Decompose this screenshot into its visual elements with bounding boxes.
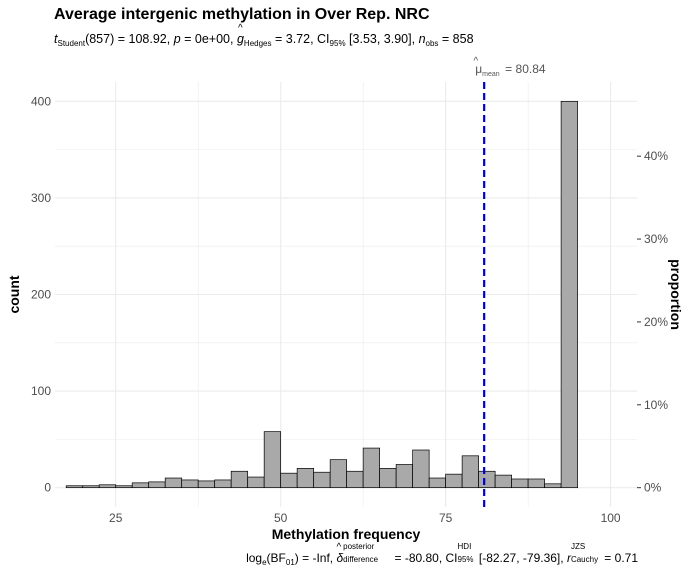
y2-tick-label: 40% [644, 149, 668, 163]
histogram-bar [494, 474, 512, 489]
r-value: = 0.71 [604, 551, 638, 565]
histogram-bar [346, 470, 364, 489]
histogram-bar [395, 464, 413, 489]
y2-axis-title: proportion [668, 259, 684, 330]
histogram-bar [560, 100, 578, 489]
y-tick-label: 400 [31, 94, 51, 108]
effect-symbol: g [236, 32, 244, 46]
histogram-bar [148, 481, 166, 489]
y-axis-title: count [6, 275, 22, 313]
histogram-bar [164, 477, 183, 489]
stat-subscript: Student [57, 39, 86, 48]
y2-tick-label: 0% [644, 481, 662, 495]
ci-value: [-82.27, -79.36], [478, 551, 564, 565]
effect-size: ^ g [236, 23, 244, 46]
histogram-bar [263, 431, 282, 489]
x-tick-label: 100 [601, 511, 621, 525]
ci-superscript: HDI [457, 542, 472, 551]
histogram-bar [65, 485, 84, 489]
histogram-bar [379, 468, 397, 489]
stat-symbol: t [54, 32, 58, 46]
axis-layer: 25 50 75 100 0 100 200 300 400 0% 10% 20% 30% 40% Meth… [6, 94, 684, 542]
hat-icon: ^ [473, 56, 478, 67]
histogram-bar [329, 459, 348, 489]
delta-estimate: ^ δ [336, 542, 344, 565]
y2-tick-label: 20% [644, 315, 668, 329]
histogram-bar [445, 473, 463, 489]
bf-subscript-2: 01 [285, 558, 295, 567]
x-axis-title: Methylation frequency [272, 526, 421, 542]
x-tick-label: 50 [274, 511, 288, 525]
x-tick-label: 75 [439, 511, 453, 525]
histogram-bar [362, 447, 381, 489]
y2-tick-label: 10% [644, 398, 668, 412]
n-subscript: obs [425, 39, 439, 48]
effect-subscript: Hedges [243, 39, 272, 48]
histogram-bar [230, 470, 249, 489]
histogram-bar [313, 471, 331, 489]
delta-symbol: δ [336, 551, 344, 565]
n-symbol: n [418, 32, 426, 46]
bars-layer [65, 100, 578, 489]
delta-subscript: difference [343, 555, 379, 564]
mean-label-value: = 80.84 [505, 62, 546, 76]
effect-value: = 3.72, CI [274, 32, 330, 46]
ci-subscript: 95% [329, 39, 346, 48]
histogram-bar [428, 477, 446, 489]
y-tick-label: 100 [31, 384, 51, 398]
histogram-bar [461, 455, 479, 489]
mean-layer: μ^ mean = 80.84 [473, 56, 546, 507]
delta-superscript: posterior [343, 542, 375, 551]
p-value: = 0e+00, [184, 32, 234, 46]
bf-prefix: log [246, 551, 263, 565]
histogram-bar [544, 483, 562, 489]
mean-label-subscript: mean [482, 71, 500, 78]
histogram-bar [181, 479, 199, 489]
ci-subscript: 95% [457, 555, 474, 564]
histogram-bar [247, 476, 265, 489]
delta-value: = -80.80, CI [394, 551, 458, 565]
grid-layer [55, 82, 637, 507]
y-tick-label: 300 [31, 191, 51, 205]
r-symbol: r [566, 551, 571, 565]
histogram-bar [214, 479, 232, 489]
mean-label-symbol: μ [475, 62, 482, 76]
r-subscript: Cauchy [570, 555, 599, 564]
chart-subtitle: tStudent(857) = 108.92, p = 0e+00, ^ gHed… [54, 23, 474, 48]
y-tick-label: 0 [44, 481, 51, 495]
y2-tick-label: 30% [644, 232, 668, 246]
n-value: = 858 [441, 32, 474, 46]
histogram-bar [131, 482, 150, 489]
histogram-bar [197, 480, 216, 489]
histogram-bar [478, 470, 496, 489]
chart-caption: loge(BF01) = -Inf, ^ δ posterior difference… [246, 542, 638, 567]
hat-icon: ^ [336, 542, 342, 553]
bf-subscript: e [262, 558, 267, 567]
histogram-bar [527, 478, 545, 489]
x-tick-label: 25 [109, 511, 123, 525]
histogram-bar [412, 449, 430, 489]
histogram-bar [296, 468, 315, 489]
histogram-bar [280, 472, 298, 489]
histogram-bar [98, 484, 117, 489]
stat-value: (857) = 108.92, [85, 32, 171, 46]
hat-icon: ^ [237, 23, 243, 34]
bf-value: (BF [266, 551, 286, 565]
histogram-bar [115, 485, 133, 489]
ci-value: [3.53, 3.90], [349, 32, 416, 46]
y-tick-label: 200 [31, 288, 51, 302]
histogram-bar [82, 485, 100, 489]
p-symbol: p [173, 32, 181, 46]
chart-title: Average intergenic methylation in Over R… [54, 6, 430, 23]
bf-value-2: ) = -Inf, [294, 551, 334, 565]
histogram-bar [511, 478, 529, 489]
r-superscript: JZS [570, 542, 586, 551]
